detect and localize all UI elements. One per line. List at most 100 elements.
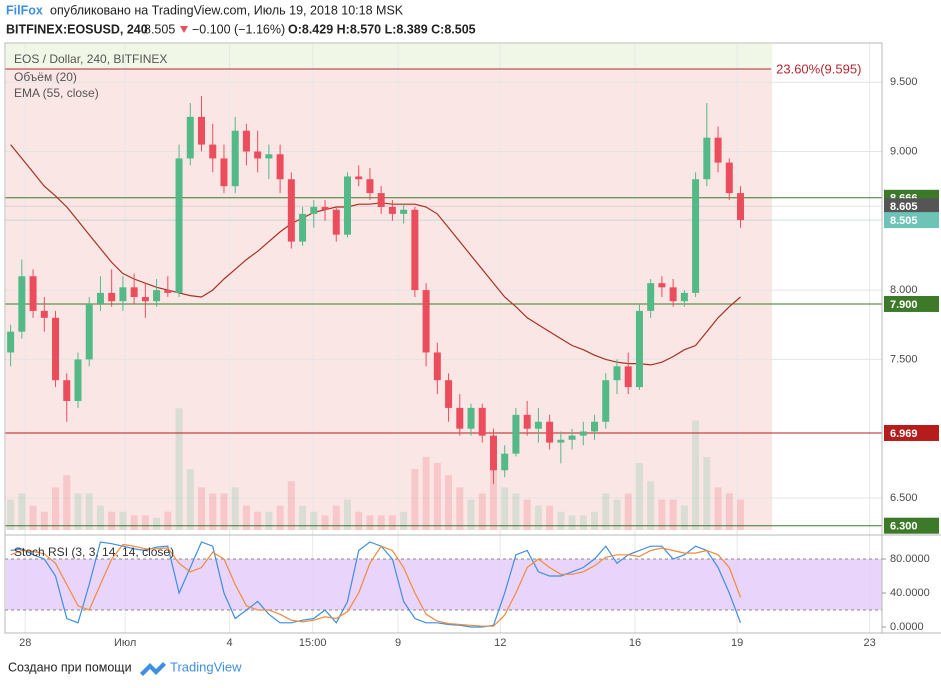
volume-bar bbox=[602, 493, 610, 530]
stoch-band bbox=[6, 559, 882, 611]
down-arrow bbox=[180, 26, 188, 33]
candle-body bbox=[647, 283, 655, 311]
candle-body bbox=[74, 359, 82, 401]
y-tick-label: 9.500 bbox=[890, 76, 918, 88]
volume-bar bbox=[714, 487, 722, 530]
volume-bar bbox=[377, 515, 385, 530]
volume-bar bbox=[141, 515, 149, 530]
candle-body bbox=[96, 292, 104, 304]
footer-brand[interactable]: TradingView bbox=[170, 659, 242, 674]
candle-body bbox=[445, 380, 453, 408]
y-tick-label: 8.000 bbox=[890, 284, 918, 296]
candle-body bbox=[231, 130, 239, 187]
candle-body bbox=[737, 193, 745, 221]
volume-bar bbox=[647, 481, 655, 530]
volume-bar bbox=[85, 493, 93, 530]
candle-body bbox=[635, 310, 643, 388]
candle-body bbox=[299, 213, 307, 242]
candle-body bbox=[130, 287, 138, 298]
volume-bar bbox=[624, 493, 632, 530]
volume-bar bbox=[343, 499, 351, 530]
volume-bar bbox=[276, 505, 284, 530]
x-tick-label: 23 bbox=[864, 637, 876, 649]
volume-bar bbox=[557, 511, 565, 530]
candle-body bbox=[501, 453, 509, 471]
fib-label: 23.60%(9.595) bbox=[776, 61, 861, 76]
volume-bar bbox=[725, 493, 733, 530]
x-tick-label: 15:00 bbox=[299, 637, 327, 649]
level-label: 8.505 bbox=[890, 215, 918, 227]
y-tick-label: 80.0000 bbox=[890, 553, 930, 565]
level-tag bbox=[884, 295, 939, 312]
volume-bar bbox=[310, 511, 318, 530]
candle-body bbox=[141, 297, 149, 302]
level-label: 7.900 bbox=[890, 299, 918, 311]
y-tick-label: 0.0000 bbox=[890, 621, 924, 633]
volume-bar bbox=[242, 505, 250, 530]
candle-body bbox=[355, 176, 363, 180]
volume-bar bbox=[737, 499, 745, 530]
candle-body bbox=[198, 116, 206, 145]
volume-bar bbox=[456, 487, 464, 530]
volume-bar bbox=[254, 511, 262, 530]
candle-body bbox=[658, 283, 666, 288]
volume-bar bbox=[18, 493, 26, 530]
candle-body bbox=[40, 310, 48, 318]
x-tick-label: 9 bbox=[395, 637, 401, 649]
volume-bar bbox=[546, 505, 554, 530]
candle-body bbox=[512, 414, 520, 454]
volume-bar bbox=[231, 487, 239, 530]
volume-bar bbox=[613, 499, 621, 530]
volume-bar bbox=[321, 515, 329, 530]
x-tick-label: 16 bbox=[629, 637, 641, 649]
candle-body bbox=[310, 206, 318, 214]
volume-bar bbox=[108, 511, 116, 530]
volume-bar bbox=[411, 469, 419, 530]
level-label: 6.969 bbox=[890, 428, 918, 440]
volume-bar bbox=[658, 499, 666, 530]
candle-body bbox=[164, 290, 172, 293]
volume-bar bbox=[52, 487, 60, 530]
volume-bar bbox=[209, 493, 217, 530]
candle-body bbox=[388, 206, 396, 214]
volume-bar bbox=[523, 499, 531, 530]
volume-bar bbox=[635, 463, 643, 530]
volume-bar bbox=[29, 505, 37, 530]
stoch-pane bbox=[5, 541, 882, 628]
candle-body bbox=[478, 407, 486, 436]
candle-body bbox=[680, 292, 688, 302]
tv-logo[interactable] bbox=[140, 662, 166, 676]
x-tick-label: Июл bbox=[114, 637, 136, 649]
candle-body bbox=[557, 439, 565, 443]
candle-body bbox=[613, 366, 621, 381]
author[interactable]: FilFox bbox=[6, 3, 43, 17]
volume-bar bbox=[355, 511, 363, 530]
candle-body bbox=[411, 209, 419, 291]
volume-bar bbox=[153, 517, 161, 530]
symbol: BITFINEX:EOSUSD, 240 bbox=[6, 22, 148, 36]
main-pane: 23.60%(9.595) bbox=[5, 43, 882, 633]
candle-body bbox=[624, 366, 632, 388]
candle-body bbox=[568, 435, 576, 440]
x-tick-label: 28 bbox=[19, 637, 31, 649]
candle-body bbox=[321, 206, 329, 210]
candle-body bbox=[119, 287, 127, 302]
candle-body bbox=[714, 137, 722, 163]
level-tag bbox=[884, 517, 939, 534]
change: −0.100 (−1.16%) bbox=[192, 22, 285, 36]
ema-legend: EMA (55, close) bbox=[14, 86, 99, 100]
y-tick-label: 6.500 bbox=[890, 492, 918, 504]
candle-body bbox=[108, 292, 116, 302]
footer-text: Создано при помощи bbox=[8, 660, 132, 674]
candle-body bbox=[692, 179, 700, 293]
volume-bar bbox=[534, 505, 542, 530]
volume-bar bbox=[332, 505, 340, 530]
candle-body bbox=[534, 421, 542, 429]
candle-body bbox=[254, 151, 262, 159]
candle-body bbox=[175, 158, 183, 293]
volume-bar bbox=[669, 499, 677, 530]
candle-body bbox=[7, 331, 15, 353]
candle-body bbox=[209, 144, 217, 159]
ohlc: O:8.429 H:8.570 L:8.389 C:8.505 bbox=[288, 22, 476, 36]
